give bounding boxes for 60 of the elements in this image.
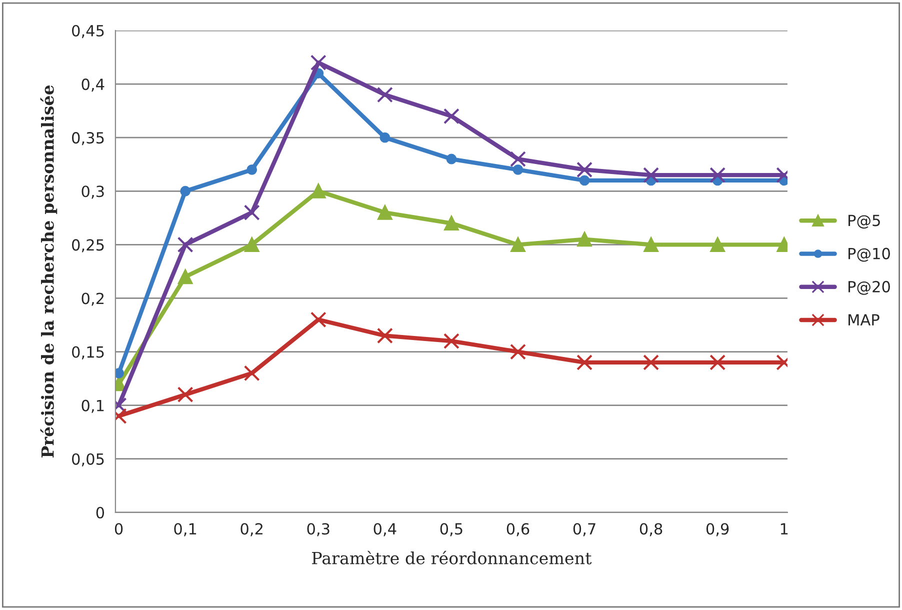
x-tick-label: 1 [780, 523, 788, 534]
y-tick-label: 0,3 [82, 186, 104, 199]
y-tick-label: 0,1 [82, 400, 104, 413]
y-tick-label: 0,2 [82, 292, 104, 306]
x-tick-label: 0,7 [573, 523, 596, 536]
point [510, 151, 526, 167]
point [376, 86, 393, 103]
legend-label: P@10 [848, 248, 890, 262]
point [510, 344, 526, 360]
x-axis-title: Paramètre de réordonnancement [312, 550, 592, 564]
point [643, 354, 660, 370]
point [177, 386, 194, 403]
point [244, 204, 260, 221]
x-tick-label: 0 [114, 523, 123, 535]
point [443, 333, 460, 350]
point [177, 236, 194, 253]
point [178, 270, 193, 284]
y-tick-label: 0,15 [72, 346, 104, 360]
x-tick-label: 0,9 [706, 523, 729, 536]
point [510, 237, 526, 252]
x-tick-label: 0,8 [640, 523, 662, 536]
point [576, 162, 593, 178]
point [644, 237, 658, 252]
point [443, 108, 460, 124]
point [710, 167, 726, 184]
point [512, 164, 524, 175]
x-tick-label: 0,1 [174, 523, 196, 536]
x-tick-label: 0,2 [240, 523, 262, 536]
point [380, 132, 390, 143]
x-tick-label: 0,3 [307, 523, 330, 536]
x-tick-label: 0,6 [506, 523, 530, 536]
x-tick-label: 0,4 [374, 523, 396, 536]
point [579, 175, 590, 186]
point [577, 232, 592, 247]
point [244, 237, 260, 252]
point [246, 164, 258, 175]
x-tick-label: 0,5 [440, 523, 462, 536]
legend-label: P@5 [848, 214, 880, 229]
point [310, 54, 326, 71]
point [311, 184, 326, 198]
y-axis-title: Précision de la recherche personnalisée [40, 85, 58, 458]
y-tick-label: 0,45 [72, 24, 104, 38]
point [244, 365, 260, 382]
legend-label: P@20 [848, 280, 890, 295]
point [576, 354, 593, 370]
point [710, 237, 725, 252]
point [180, 186, 191, 196]
point [376, 328, 393, 344]
point [444, 216, 459, 231]
y-tick-label: 0 [96, 506, 104, 518]
point [446, 154, 457, 164]
y-tick-label: 0,4 [82, 78, 104, 92]
y-tick-label: 0,25 [72, 239, 104, 252]
point [310, 312, 326, 328]
point [378, 205, 392, 220]
y-tick-label: 0,05 [72, 453, 104, 466]
legend-label: MAP [848, 314, 880, 326]
point [710, 354, 726, 370]
y-tick-label: 0,35 [72, 132, 104, 146]
point [643, 167, 660, 184]
